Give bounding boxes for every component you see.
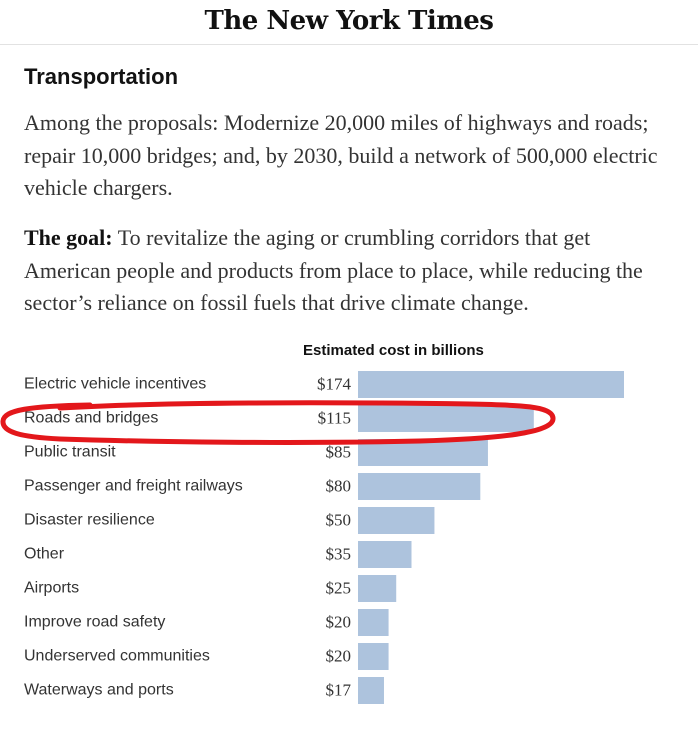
value-label: $85 (326, 442, 352, 461)
goal-paragraph: The goal: To revitalize the aging or cru… (24, 222, 674, 320)
value-label: $50 (326, 510, 352, 529)
value-label: $20 (326, 646, 352, 665)
bar (358, 609, 389, 636)
section-heading: Transportation (24, 64, 179, 89)
value-label: $35 (326, 544, 352, 563)
bar (358, 371, 624, 398)
proposals-paragraph: Among the proposals: Modernize 20,000 mi… (24, 110, 658, 200)
category-label: Airports (24, 580, 79, 597)
value-label: $174 (317, 374, 352, 393)
category-label: Improve road safety (24, 614, 165, 631)
value-label: $115 (318, 408, 351, 427)
bar (358, 575, 397, 602)
category-label: Roads and bridges (24, 410, 158, 427)
bar (358, 439, 488, 466)
category-label: Electric vehicle incentives (24, 376, 206, 393)
cost-bar-chart: Electric vehicle incentives $174 Roads and… (24, 371, 624, 704)
category-label: Underserved communities (24, 648, 210, 665)
bar (358, 473, 481, 500)
nyt-logo[interactable]: The New York Times (204, 6, 494, 36)
value-label: $25 (326, 578, 352, 597)
bar (358, 541, 412, 568)
value-label: $80 (326, 476, 352, 495)
category-label: Other (24, 546, 65, 563)
goal-label: The goal: (24, 225, 113, 250)
category-label: Passenger and freight railways (24, 478, 243, 495)
bar (358, 643, 389, 670)
bar (358, 677, 384, 704)
category-label: Public transit (24, 444, 116, 461)
bar (358, 507, 435, 534)
category-label: Waterways and ports (24, 682, 174, 699)
goal-text: To revitalize the aging or crumbling cor… (24, 225, 643, 315)
category-label: Disaster resilience (24, 512, 155, 529)
value-label: $17 (326, 680, 352, 699)
masthead: The New York Times (0, 0, 698, 45)
bar (358, 405, 534, 432)
chart-title: Estimated cost in billions (303, 342, 484, 359)
value-label: $20 (326, 612, 352, 631)
